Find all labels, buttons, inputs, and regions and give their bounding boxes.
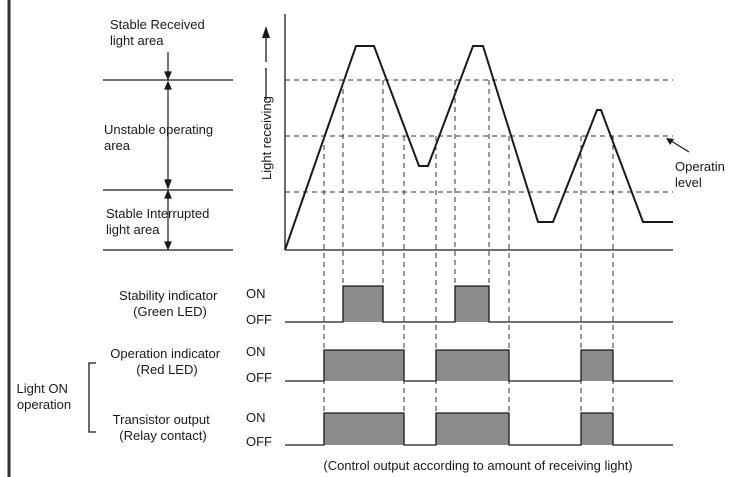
operation-pulses: [324, 350, 613, 381]
operation-signal: [285, 349, 673, 382]
projection-lines: [323, 80, 614, 445]
zone-label-received: Stable Received light area: [110, 17, 208, 48]
operation-off-label: OFF: [246, 370, 272, 385]
zone-label-interrupted: Stable Interrupted light area: [106, 206, 213, 237]
zone-label-unstable: Unstable operating area: [104, 122, 217, 153]
light-waveform: [284, 45, 673, 251]
operation-indicator-label: Operation indicator (Red LED): [110, 346, 223, 377]
stability-signal: [285, 285, 673, 323]
transistor-on-label: ON: [246, 410, 266, 425]
stability-indicator-label: Stability indicator (Green LED): [119, 288, 221, 319]
diagram-caption: (Control output according to amount of r…: [323, 458, 632, 473]
zone-arrows: [164, 52, 172, 251]
transistor-output-label: Transistor output (Relay contact): [113, 412, 214, 443]
operation-on-label: ON: [246, 344, 266, 359]
stability-pulses: [343, 286, 489, 322]
group-label: Light ON operation: [17, 381, 72, 412]
transistor-signal: [285, 412, 673, 446]
pointer-arrow-icon: [666, 138, 674, 145]
axis-label: Light receiving: [259, 96, 274, 180]
operation-level-label: Operatin level: [675, 159, 729, 190]
group-bracket: [88, 362, 96, 433]
transistor-pulses: [324, 413, 613, 445]
transistor-off-label: OFF: [246, 434, 272, 449]
arrow-up-icon: [262, 26, 270, 38]
stability-off-label: OFF: [246, 312, 272, 327]
stability-on-label: ON: [246, 286, 266, 301]
